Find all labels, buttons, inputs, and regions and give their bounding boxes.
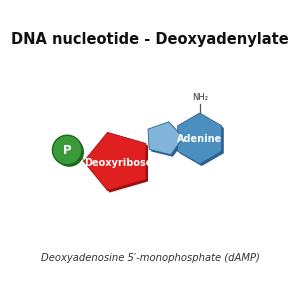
Text: Deoxyadenosine 5′-monophosphate (dAMP): Deoxyadenosine 5′-monophosphate (dAMP) (40, 253, 260, 263)
Polygon shape (148, 122, 183, 155)
Polygon shape (178, 113, 222, 164)
Polygon shape (86, 134, 148, 193)
Polygon shape (84, 132, 146, 190)
Text: Deoxyribose: Deoxyribose (84, 158, 152, 168)
Polygon shape (180, 115, 224, 166)
Circle shape (52, 135, 82, 165)
Polygon shape (150, 124, 185, 157)
Text: P: P (63, 143, 71, 157)
Circle shape (55, 137, 84, 167)
Text: NH₂: NH₂ (192, 93, 208, 102)
Text: Adenine: Adenine (177, 134, 222, 143)
Text: DNA nucleotide - Deoxyadenylate: DNA nucleotide - Deoxyadenylate (11, 32, 289, 47)
